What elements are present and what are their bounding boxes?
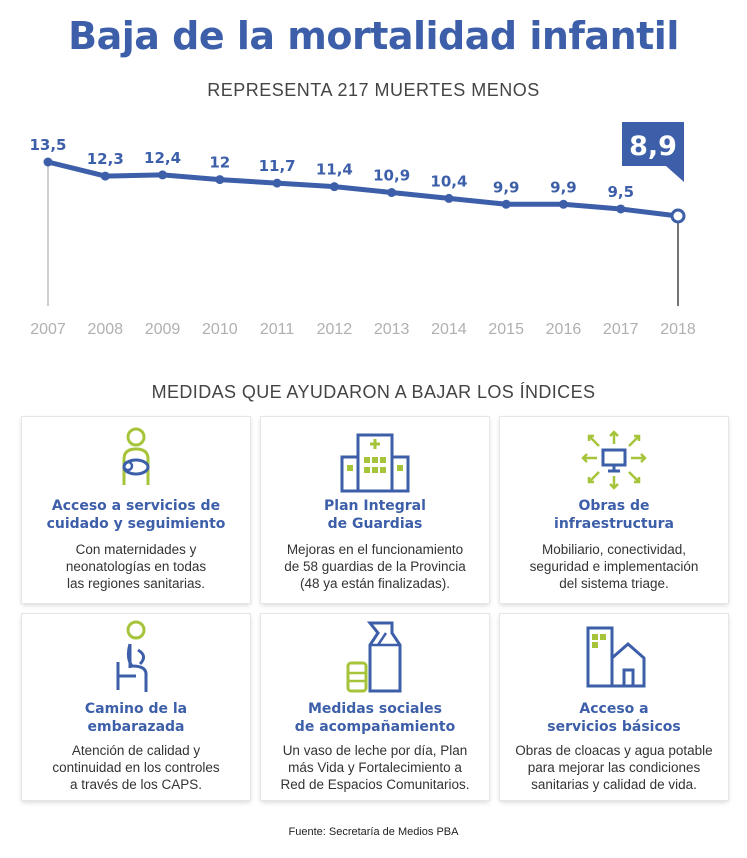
x-tick-label: 2009 bbox=[145, 321, 181, 338]
source-note: Fuente: Secretaría de Medios PBA bbox=[288, 826, 459, 838]
card-plan-guardias: Plan Integral de Guardias Mejoras en el … bbox=[261, 417, 489, 603]
data-point bbox=[215, 175, 225, 185]
network-monitor-icon bbox=[500, 425, 728, 495]
data-label: 9,9 bbox=[493, 178, 520, 196]
x-tick-label: 2010 bbox=[202, 321, 238, 338]
x-tick-label: 2014 bbox=[431, 321, 467, 338]
card-text: Atención de calidad y continuidad en los… bbox=[52, 743, 220, 792]
data-point bbox=[558, 199, 568, 209]
data-point bbox=[272, 178, 282, 188]
card-title: Acceso a servicios básicos bbox=[547, 701, 681, 735]
highlight-box bbox=[622, 122, 684, 166]
data-point bbox=[329, 182, 339, 192]
data-point bbox=[616, 204, 626, 214]
data-label: 9,5 bbox=[607, 183, 634, 201]
mortality-line-chart: 13,5 2007 12,3 2008 12,4 2009 12 2010 11,7 2011 11… bbox=[29, 122, 696, 338]
data-label: 10,9 bbox=[373, 167, 410, 185]
data-label: 11,7 bbox=[259, 157, 296, 175]
card-camino-embarazada: Camino de la embarazada Atención de cali… bbox=[22, 614, 250, 800]
data-label: 10,4 bbox=[430, 172, 467, 190]
data-label: 9,9 bbox=[550, 178, 577, 196]
pregnant-woman-icon bbox=[22, 620, 250, 692]
data-label: 13,5 bbox=[29, 136, 66, 154]
data-point bbox=[387, 188, 397, 198]
data-label: 11,4 bbox=[316, 161, 353, 179]
data-label: 12 bbox=[209, 154, 230, 172]
data-label: 12,4 bbox=[144, 149, 181, 167]
x-tick-label: 2011 bbox=[260, 321, 295, 338]
highlight-value: 8,9 bbox=[629, 131, 677, 162]
x-tick-label: 2015 bbox=[488, 321, 524, 338]
card-obras-infraestructura: Obras de infraestructura Mobiliario, con… bbox=[500, 417, 728, 603]
card-title: Acceso a servicios de cuidado y seguimie… bbox=[46, 498, 226, 532]
series-line bbox=[45, 159, 681, 219]
data-label: 12,3 bbox=[87, 150, 124, 168]
x-tick-label: 2018 bbox=[660, 321, 696, 338]
data-point-highlight bbox=[670, 208, 686, 224]
card-medidas-sociales: Medidas sociales de acompañamiento Un va… bbox=[261, 614, 489, 800]
x-tick-label: 2016 bbox=[546, 321, 582, 338]
card-acceso-servicios: Acceso a servicios de cuidado y seguimie… bbox=[22, 417, 250, 603]
card-title: Obras de infraestructura bbox=[554, 498, 674, 532]
mother-baby-icon bbox=[22, 425, 250, 495]
data-point bbox=[444, 193, 454, 203]
card-text: Obras de cloacas y agua potable para mej… bbox=[515, 743, 713, 792]
x-tick-label: 2008 bbox=[87, 321, 123, 338]
card-title: Medidas sociales de acompañamiento bbox=[294, 701, 456, 735]
card-text: Mejoras en el funcionamiento de 58 guard… bbox=[284, 542, 466, 591]
data-point bbox=[158, 170, 168, 180]
milk-carton-icon bbox=[261, 621, 489, 693]
hospital-icon bbox=[261, 425, 489, 495]
card-title: Camino de la embarazada bbox=[84, 701, 188, 735]
x-tick-label: 2012 bbox=[317, 321, 353, 338]
x-tick-label: 2013 bbox=[374, 321, 410, 338]
card-text: Un vaso de leche por día, Plan más Vida … bbox=[280, 743, 470, 792]
data-point bbox=[501, 199, 511, 209]
page-title: Baja de la mortalidad infantil bbox=[68, 14, 679, 58]
card-title: Plan Integral de Guardias bbox=[324, 498, 426, 532]
section-title: MEDIDAS QUE AYUDARON A BAJAR LOS ÍNDICES bbox=[151, 382, 596, 402]
x-tick-label: 2017 bbox=[603, 321, 639, 338]
data-point bbox=[43, 157, 53, 167]
card-text: Mobiliario, conectividad, seguridad e im… bbox=[529, 542, 699, 591]
x-tick-label: 2007 bbox=[30, 321, 66, 338]
data-point bbox=[100, 171, 110, 181]
card-text: Con maternidades y neonatologías en toda… bbox=[65, 542, 207, 591]
measures-grid: Acceso a servicios de cuidado y seguimie… bbox=[22, 417, 728, 800]
highlight-pointer bbox=[666, 166, 684, 182]
house-building-icon bbox=[500, 622, 728, 692]
page-subtitle: REPRESENTA 217 MUERTES MENOS bbox=[207, 80, 540, 100]
card-servicios-basicos: Acceso a servicios básicos Obras de cloa… bbox=[500, 614, 728, 800]
